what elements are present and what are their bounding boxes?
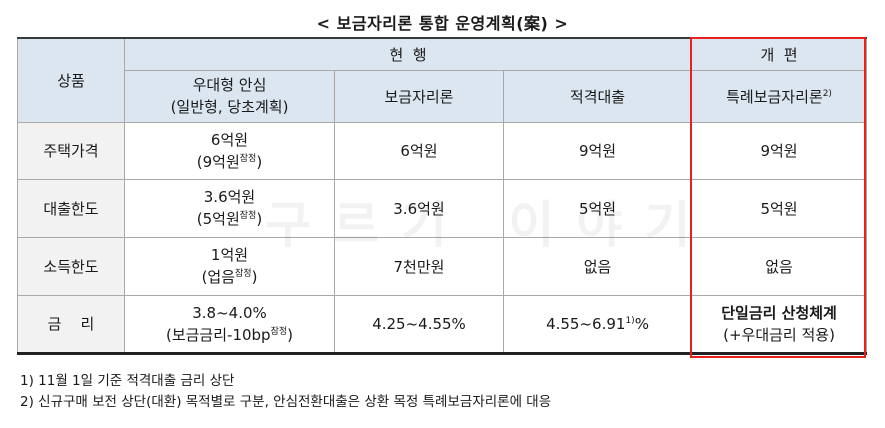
- col-header-bogeumjari: 보금자리론: [334, 69, 504, 123]
- row-label: 대출한도: [17, 178, 125, 238]
- cell-special: 9억원: [691, 121, 868, 180]
- cell-preferred: 6억원 (9억원잠정): [124, 121, 335, 180]
- cell-preferred: 1억원 (업음잠정): [124, 236, 335, 296]
- cell-special: 5억원: [691, 178, 868, 238]
- reform-label: 개 편: [760, 45, 798, 64]
- cell-preferred-line2: (업음잠정): [201, 268, 258, 286]
- cell-special-line1: 단일금리 산청체계: [721, 303, 837, 322]
- current-header: 현 행: [123, 37, 693, 71]
- cell-special-line2: (+우대금리 적용): [723, 325, 835, 344]
- product-label: 상품: [57, 71, 85, 90]
- footnotes: 1) 11월 1일 기준 적격대출 금리 상단 2) 신규구매 보전 상단(대환…: [20, 371, 551, 413]
- loan-plan-table: 상품 현 행 개 편 우대형 안심 (일반형, 당초계획) 보금자리론 적격대출…: [17, 37, 868, 355]
- col-header-preferred-line2: (일반형, 당초계획): [170, 98, 289, 116]
- table-row: 대출한도 3.6억원 (5억원잠정) 3.6억원 5억원 5억원: [17, 178, 868, 238]
- row-label: 소득한도: [17, 236, 125, 296]
- cell-preferred-line1: 6억원: [210, 130, 249, 149]
- table-row: 소득한도 1억원 (업음잠정) 7천만원 없음 없음: [17, 236, 868, 296]
- product-header: 상품: [17, 37, 125, 123]
- footnote-1: 1) 11월 1일 기준 적격대출 금리 상단: [20, 373, 235, 389]
- cell-qualified: 9억원: [502, 121, 693, 180]
- cell-preferred: 3.6억원 (5억원잠정): [124, 178, 335, 238]
- cell-preferred: 3.8~4.0% (보금금리-10bp잠정): [124, 294, 335, 355]
- cell-preferred-line1: 1억원: [210, 246, 249, 264]
- cell-bogeumjari: 7천만원: [334, 236, 504, 296]
- col-header-qualified: 적격대출: [502, 69, 693, 123]
- cell-qualified: 없음: [502, 236, 693, 296]
- page-title: < 보금자리론 통합 운영계획(案) >: [316, 14, 569, 33]
- reform-header: 개 편: [691, 37, 868, 71]
- col-header-special-footnote: 2): [822, 88, 832, 99]
- col-header-bogeumjari-label: 보금자리론: [384, 87, 454, 106]
- cell-preferred-line1: 3.6억원: [203, 188, 256, 206]
- col-header-qualified-label: 적격대출: [569, 87, 626, 106]
- cell-qualified: 5억원: [502, 178, 693, 238]
- cell-preferred-line2: (5억원잠정): [196, 210, 263, 228]
- col-header-preferred: 우대형 안심 (일반형, 당초계획): [124, 69, 335, 123]
- cell-preferred-line1: 3.8~4.0%: [192, 303, 267, 322]
- table-row: 주택가격 6억원 (9억원잠정) 6억원 9억원 9억원: [17, 121, 868, 180]
- footnote-2: 2) 신규구매 보전 상단(대환) 목적별로 구분, 안심전환대출은 상환 목정…: [20, 394, 552, 410]
- cell-bogeumjari: 6억원: [334, 121, 504, 180]
- cell-special: 없음: [691, 236, 868, 296]
- cell-special: 단일금리 산청체계 (+우대금리 적용): [691, 294, 868, 355]
- header-row-1: 상품 현 행 개 편: [17, 37, 868, 123]
- row-label: 금 리: [17, 294, 125, 355]
- cell-bogeumjari: 4.25~4.55%: [334, 294, 504, 355]
- col-header-preferred-line1: 우대형 안심: [192, 76, 267, 94]
- col-header-special: 특례보금자리론2): [691, 69, 868, 123]
- cell-qualified: 4.55~6.911)%: [502, 294, 693, 355]
- cell-bogeumjari: 3.6억원: [334, 178, 504, 238]
- col-header-special-label: 특례보금자리론: [726, 87, 823, 106]
- row-label: 주택가격: [17, 121, 125, 180]
- cell-preferred-line2: (9억원잠정): [196, 152, 263, 171]
- current-label: 현 행: [389, 45, 427, 64]
- table-row: 금 리 3.8~4.0% (보금금리-10bp잠정) 4.25~4.55% 4.…: [17, 294, 868, 355]
- header-row-2: 우대형 안심 (일반형, 당초계획) 보금자리론 적격대출 특례보금자리론2): [18, 69, 868, 123]
- cell-preferred-line2: (보금금리-10bp잠정): [165, 325, 294, 344]
